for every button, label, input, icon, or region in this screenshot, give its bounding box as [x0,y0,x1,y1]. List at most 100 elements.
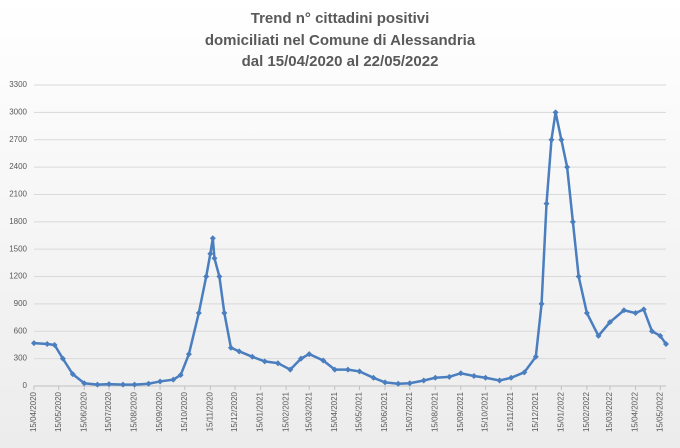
x-tick-label: 15/05/2022 [655,391,664,432]
x-tick-label: 15/03/2022 [605,391,614,432]
x-tick-label: 15/11/2020 [205,391,214,431]
data-point [457,370,464,377]
data-point [195,310,202,317]
data-point [595,332,602,339]
data-point [632,310,639,317]
x-tick-label: 15/10/2020 [180,391,189,432]
y-tick-label: 2700 [9,135,27,144]
data-point [564,164,571,171]
data-point [382,379,389,386]
data-point [81,380,88,387]
x-tick-label: 15/05/2021 [355,391,364,432]
x-tick-label: 15/04/2021 [330,391,339,432]
y-tick-label: 3000 [9,107,27,116]
data-point [249,353,256,360]
x-tick-label: 15/06/2021 [380,391,389,432]
x-tick-label: 15/11/2021 [506,391,515,431]
data-point [211,255,218,262]
chart-title: dal 15/04/2020 al 22/05/2022 [242,53,439,70]
data-point [274,360,281,367]
data-point [663,341,669,348]
data-point [221,310,228,317]
data-point [569,218,576,225]
data-point [620,307,627,314]
y-tick-label: 1500 [9,244,27,253]
y-tick-label: 2100 [9,190,27,199]
data-point [471,372,478,379]
data-point [482,374,489,381]
data-point [521,369,528,376]
data-point [119,381,126,388]
data-point [395,380,402,387]
x-tick-label: 15/04/2020 [29,391,38,432]
x-tick-label: 15/12/2021 [531,391,540,432]
data-point [446,373,453,380]
data-point [185,351,192,358]
data-point [131,381,138,388]
x-tick-label: 15/07/2020 [104,391,113,432]
x-tick-label: 15/01/2022 [556,391,565,432]
data-point [532,353,539,360]
x-tick-label: 15/10/2021 [481,391,490,432]
data-point [538,300,545,307]
x-tick-label: 15/02/2021 [281,391,290,432]
data-point [31,340,37,347]
data-point [508,374,515,381]
y-tick-label: 1800 [9,217,27,226]
data-point [640,306,647,313]
data-point [94,381,101,388]
data-point [606,319,613,326]
data-point [370,374,377,381]
data-point [145,380,152,387]
data-point [170,376,177,383]
y-tick-label: 600 [14,326,28,335]
chart-title: Trend n° cittadini positivi [251,10,430,27]
data-point [356,368,363,375]
data-point [44,341,51,348]
data-point [575,273,582,280]
data-point [105,381,112,388]
data-point [209,235,216,242]
data-point [203,273,210,280]
data-point [657,332,664,339]
x-tick-label: 15/03/2021 [304,391,313,432]
data-point [420,377,427,384]
data-point [261,358,268,365]
data-point [496,377,503,384]
data-point [51,341,58,348]
data-point [320,357,327,364]
data-point [552,109,559,116]
x-tick-label: 15/01/2021 [256,391,265,432]
data-point [287,366,294,373]
y-tick-label: 3300 [9,80,27,89]
data-point [558,136,565,143]
data-point [648,328,655,335]
y-tick-label: 2400 [9,162,27,171]
data-point [406,380,413,387]
data-point [344,366,351,373]
x-tick-label: 15/12/2020 [230,391,239,432]
x-tick-label: 15/09/2020 [155,391,164,432]
x-tick-label: 15/08/2020 [130,391,139,432]
y-tick-label: 1200 [9,272,27,281]
data-point [548,136,555,143]
data-point [157,378,164,385]
chart-title: domiciliati nel Comune di Alessandria [205,32,476,49]
data-point [543,200,550,207]
data-point [207,250,214,257]
x-tick-label: 15/06/2020 [79,391,88,432]
data-point [69,371,76,378]
y-tick-label: 0 [23,381,28,390]
data-point [177,372,184,379]
data-point [432,374,439,381]
data-point [297,355,304,362]
x-tick-label: 15/02/2022 [582,391,591,432]
data-point [306,351,313,358]
data-point [227,344,234,351]
data-point [331,366,338,373]
x-tick-label: 15/09/2021 [456,391,465,432]
x-tick-label: 15/07/2021 [405,391,414,432]
x-tick-label: 15/08/2021 [430,391,439,432]
